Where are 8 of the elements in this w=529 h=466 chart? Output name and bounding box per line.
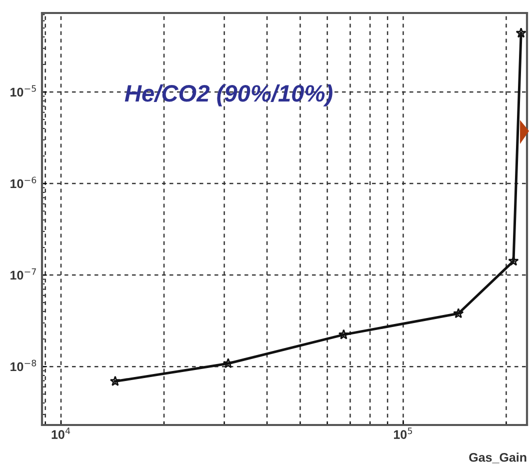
annotation: He/CO2 (90%/10%) [124, 84, 332, 106]
y-tick-label: 10$^{−8}$ [10, 360, 36, 372]
y-tick-label: 10$^{−6}$ [10, 176, 36, 188]
y-tick-label: 10$^{−5}$ [10, 85, 36, 97]
x-tick-label: 10$^{4}$ [52, 428, 70, 439]
y-tick-label: 10$^{−7}$ [10, 268, 36, 280]
x-tick-label: 10$^{5}$ [394, 428, 412, 439]
x-axis-title: Gas_Gain [469, 452, 526, 464]
